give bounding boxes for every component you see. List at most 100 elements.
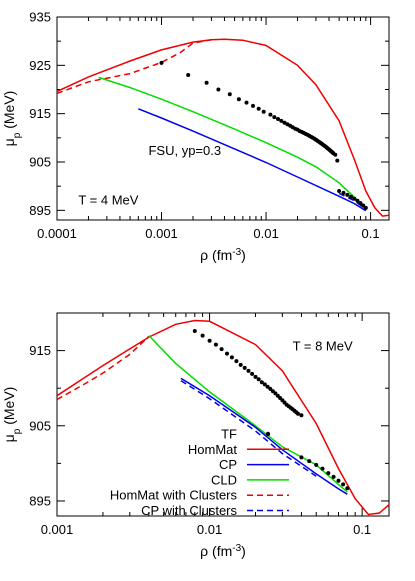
tf-point <box>159 60 164 65</box>
tf-point <box>272 115 277 120</box>
tf-point <box>276 117 280 121</box>
tf-point <box>262 382 267 387</box>
x-tick-label: 0.1 <box>362 226 380 241</box>
series-line-hommat <box>57 319 389 516</box>
tf-point <box>250 371 255 376</box>
x-axis-label: ρ (fm-3) <box>200 247 246 264</box>
legend-label: CP with Clusters <box>141 503 237 518</box>
legend-label: TF <box>221 427 237 442</box>
tf-point <box>225 351 229 356</box>
tf-point <box>345 192 350 197</box>
legend-label: CLD <box>211 472 237 487</box>
tf-point <box>242 365 247 370</box>
tf-point <box>192 329 197 333</box>
tf-point <box>219 347 224 352</box>
y-axis-label: μp (MeV) <box>1 91 23 147</box>
y-tick-label: 895 <box>29 493 51 508</box>
tf-point <box>349 194 353 199</box>
y-tick-label: 895 <box>29 203 51 218</box>
tf-point <box>320 466 325 471</box>
x-tick-label: 0.001 <box>41 522 74 537</box>
tf-point <box>238 362 243 367</box>
tf-point <box>186 73 191 77</box>
y-axis-label: μp (MeV) <box>1 387 23 443</box>
annotation: FSU, yp=0.3 <box>148 143 221 158</box>
x-tick-label: 0.01 <box>197 522 222 537</box>
tf-point <box>256 377 261 382</box>
tf-point <box>236 97 241 102</box>
series-line-hommat-with-clusters <box>57 335 150 401</box>
tf-point <box>259 380 264 385</box>
series-line-hommat <box>57 38 389 217</box>
series-line-hommat-with-clusters <box>57 38 212 95</box>
tf-point <box>256 106 261 111</box>
tf-point <box>268 112 273 117</box>
tf-point <box>244 100 249 105</box>
tf-point <box>227 92 232 97</box>
series-line-cp <box>138 108 367 212</box>
series-group <box>57 38 389 217</box>
tf-point <box>207 338 212 343</box>
plot-frame <box>56 312 390 517</box>
chart-panel-2: 0.001 0.01 0.1 895 905 915 ρ (fm-3) μp (MeV) T =… <box>1 312 390 560</box>
tf-point <box>355 198 360 203</box>
legend-label: CP <box>219 457 237 472</box>
legend-marker <box>265 431 271 437</box>
x-tick-label: 0.001 <box>145 226 178 241</box>
tf-point <box>352 196 357 201</box>
x-axis-label: ρ (fm-3) <box>200 543 246 560</box>
tf-point <box>361 203 366 208</box>
tf-point <box>341 190 346 195</box>
tf-point <box>265 384 270 389</box>
tf-point <box>336 478 341 483</box>
tf-point <box>314 462 319 467</box>
y-tick-label: 925 <box>29 58 51 73</box>
x-tick-label: 0.0001 <box>37 226 77 241</box>
y-tick-label: 905 <box>29 418 51 433</box>
annotation: T = 8 MeV <box>293 339 353 354</box>
chart-panel-1: 0.0001 0.001 0.01 0.1 895 905 915 925 935 ρ (fm-3… <box>1 10 390 264</box>
y-tick-label: 915 <box>29 106 51 121</box>
tf-point <box>358 201 363 206</box>
series-line-cld <box>148 335 348 493</box>
tf-point <box>296 411 300 416</box>
y-tick-label: 905 <box>29 155 51 170</box>
tf-point <box>216 87 221 92</box>
tf-point <box>200 333 205 338</box>
tf-point <box>229 355 234 360</box>
series-line-cld <box>98 76 367 211</box>
tf-point <box>331 474 336 479</box>
tf-point <box>326 471 331 476</box>
tf-point <box>234 359 239 364</box>
tf-point <box>253 374 258 379</box>
x-tick-label: 0.01 <box>253 226 278 241</box>
tf-point <box>299 413 304 418</box>
annotation: T = 4 MeV <box>78 193 138 208</box>
tf-point <box>213 342 218 347</box>
tf-point <box>251 103 255 108</box>
plot-frame <box>56 16 390 221</box>
legend-label: HomMat <box>188 442 238 457</box>
series-line-cp-with-clusters <box>338 192 367 210</box>
series-group <box>57 319 389 516</box>
tf-point <box>341 482 346 487</box>
series-line-cp-with-clusters <box>180 380 317 477</box>
tf-point <box>333 152 338 157</box>
tf-point <box>268 386 273 391</box>
tf-point <box>261 109 266 114</box>
tf-point <box>279 118 284 123</box>
tf-point <box>345 486 350 491</box>
tf-point <box>204 80 209 85</box>
y-tick-label: 935 <box>29 10 51 25</box>
tf-point <box>307 459 312 464</box>
tf-point <box>363 205 368 210</box>
tf-point <box>335 158 340 163</box>
tf-point <box>337 189 342 193</box>
tf-point <box>299 455 304 460</box>
legend-label: HomMat with Clusters <box>110 488 238 503</box>
tf-point <box>246 368 251 373</box>
y-tick-label: 915 <box>29 343 51 358</box>
x-tick-label: 0.1 <box>353 522 371 537</box>
